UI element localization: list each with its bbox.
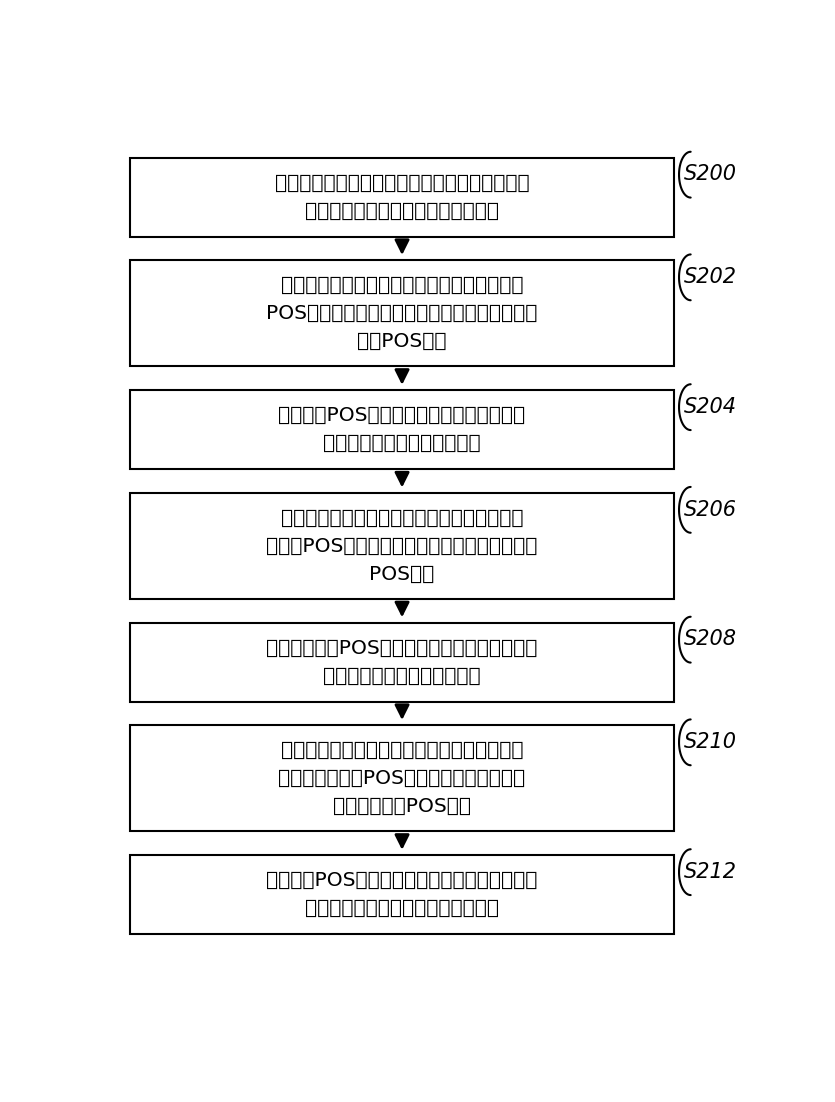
Text: 根据第一融合点云数据和预先确定的控制点网
络，对POS轨迹的姿态进行校正，得到第一校正
POS轨迹: 根据第一融合点云数据和预先确定的控制点网 络，对POS轨迹的姿态进行校正，得到第… bbox=[266, 508, 538, 583]
Text: S212: S212 bbox=[684, 862, 736, 882]
Bar bbox=[130, 623, 674, 702]
Text: 获取待测区域的测量数据；测量数据包括惯性测
量数据、激光点云数据及编码器数据: 获取待测区域的测量数据；测量数据包括惯性测 量数据、激光点云数据及编码器数据 bbox=[275, 174, 529, 220]
Bar bbox=[130, 158, 674, 237]
Text: S204: S204 bbox=[684, 397, 736, 417]
Text: S202: S202 bbox=[684, 267, 736, 288]
Text: 根据初始POS轨迹对激光点云数据进行融合
处理，得到第一融合点云数据: 根据初始POS轨迹对激光点云数据进行融合 处理，得到第一融合点云数据 bbox=[279, 407, 525, 453]
Text: S210: S210 bbox=[684, 732, 736, 753]
Text: S208: S208 bbox=[684, 629, 736, 649]
Bar bbox=[130, 493, 674, 599]
Bar bbox=[130, 855, 674, 934]
Text: 根据最终POS轨迹，对激光点云数据进行矫正融
合处理，得到处理后的激光点云数据: 根据最终POS轨迹，对激光点云数据进行矫正融 合处理，得到处理后的激光点云数据 bbox=[266, 872, 538, 918]
Bar bbox=[130, 260, 674, 367]
Bar bbox=[130, 725, 674, 831]
Text: S200: S200 bbox=[684, 164, 736, 184]
Text: S206: S206 bbox=[684, 499, 736, 520]
Text: 根据第二融合点云数据和预先确定的控制点网
络，对第一校正POS轨迹的位置进行校正，
得到最终校正POS轨迹: 根据第二融合点云数据和预先确定的控制点网 络，对第一校正POS轨迹的位置进行校正… bbox=[279, 741, 525, 815]
Text: 根据第一校正POS轨迹对激光点云数据进行融合
处理，得到第二融合点云数据: 根据第一校正POS轨迹对激光点云数据进行融合 处理，得到第二融合点云数据 bbox=[266, 639, 538, 685]
Bar bbox=[130, 390, 674, 469]
Text: 基于惯性测量数据、编码器数据及预设的起始
POS位置，通过航位推算法推算得到待测区域的
初始POS轨迹: 基于惯性测量数据、编码器数据及预设的起始 POS位置，通过航位推算法推算得到待测… bbox=[266, 276, 538, 350]
